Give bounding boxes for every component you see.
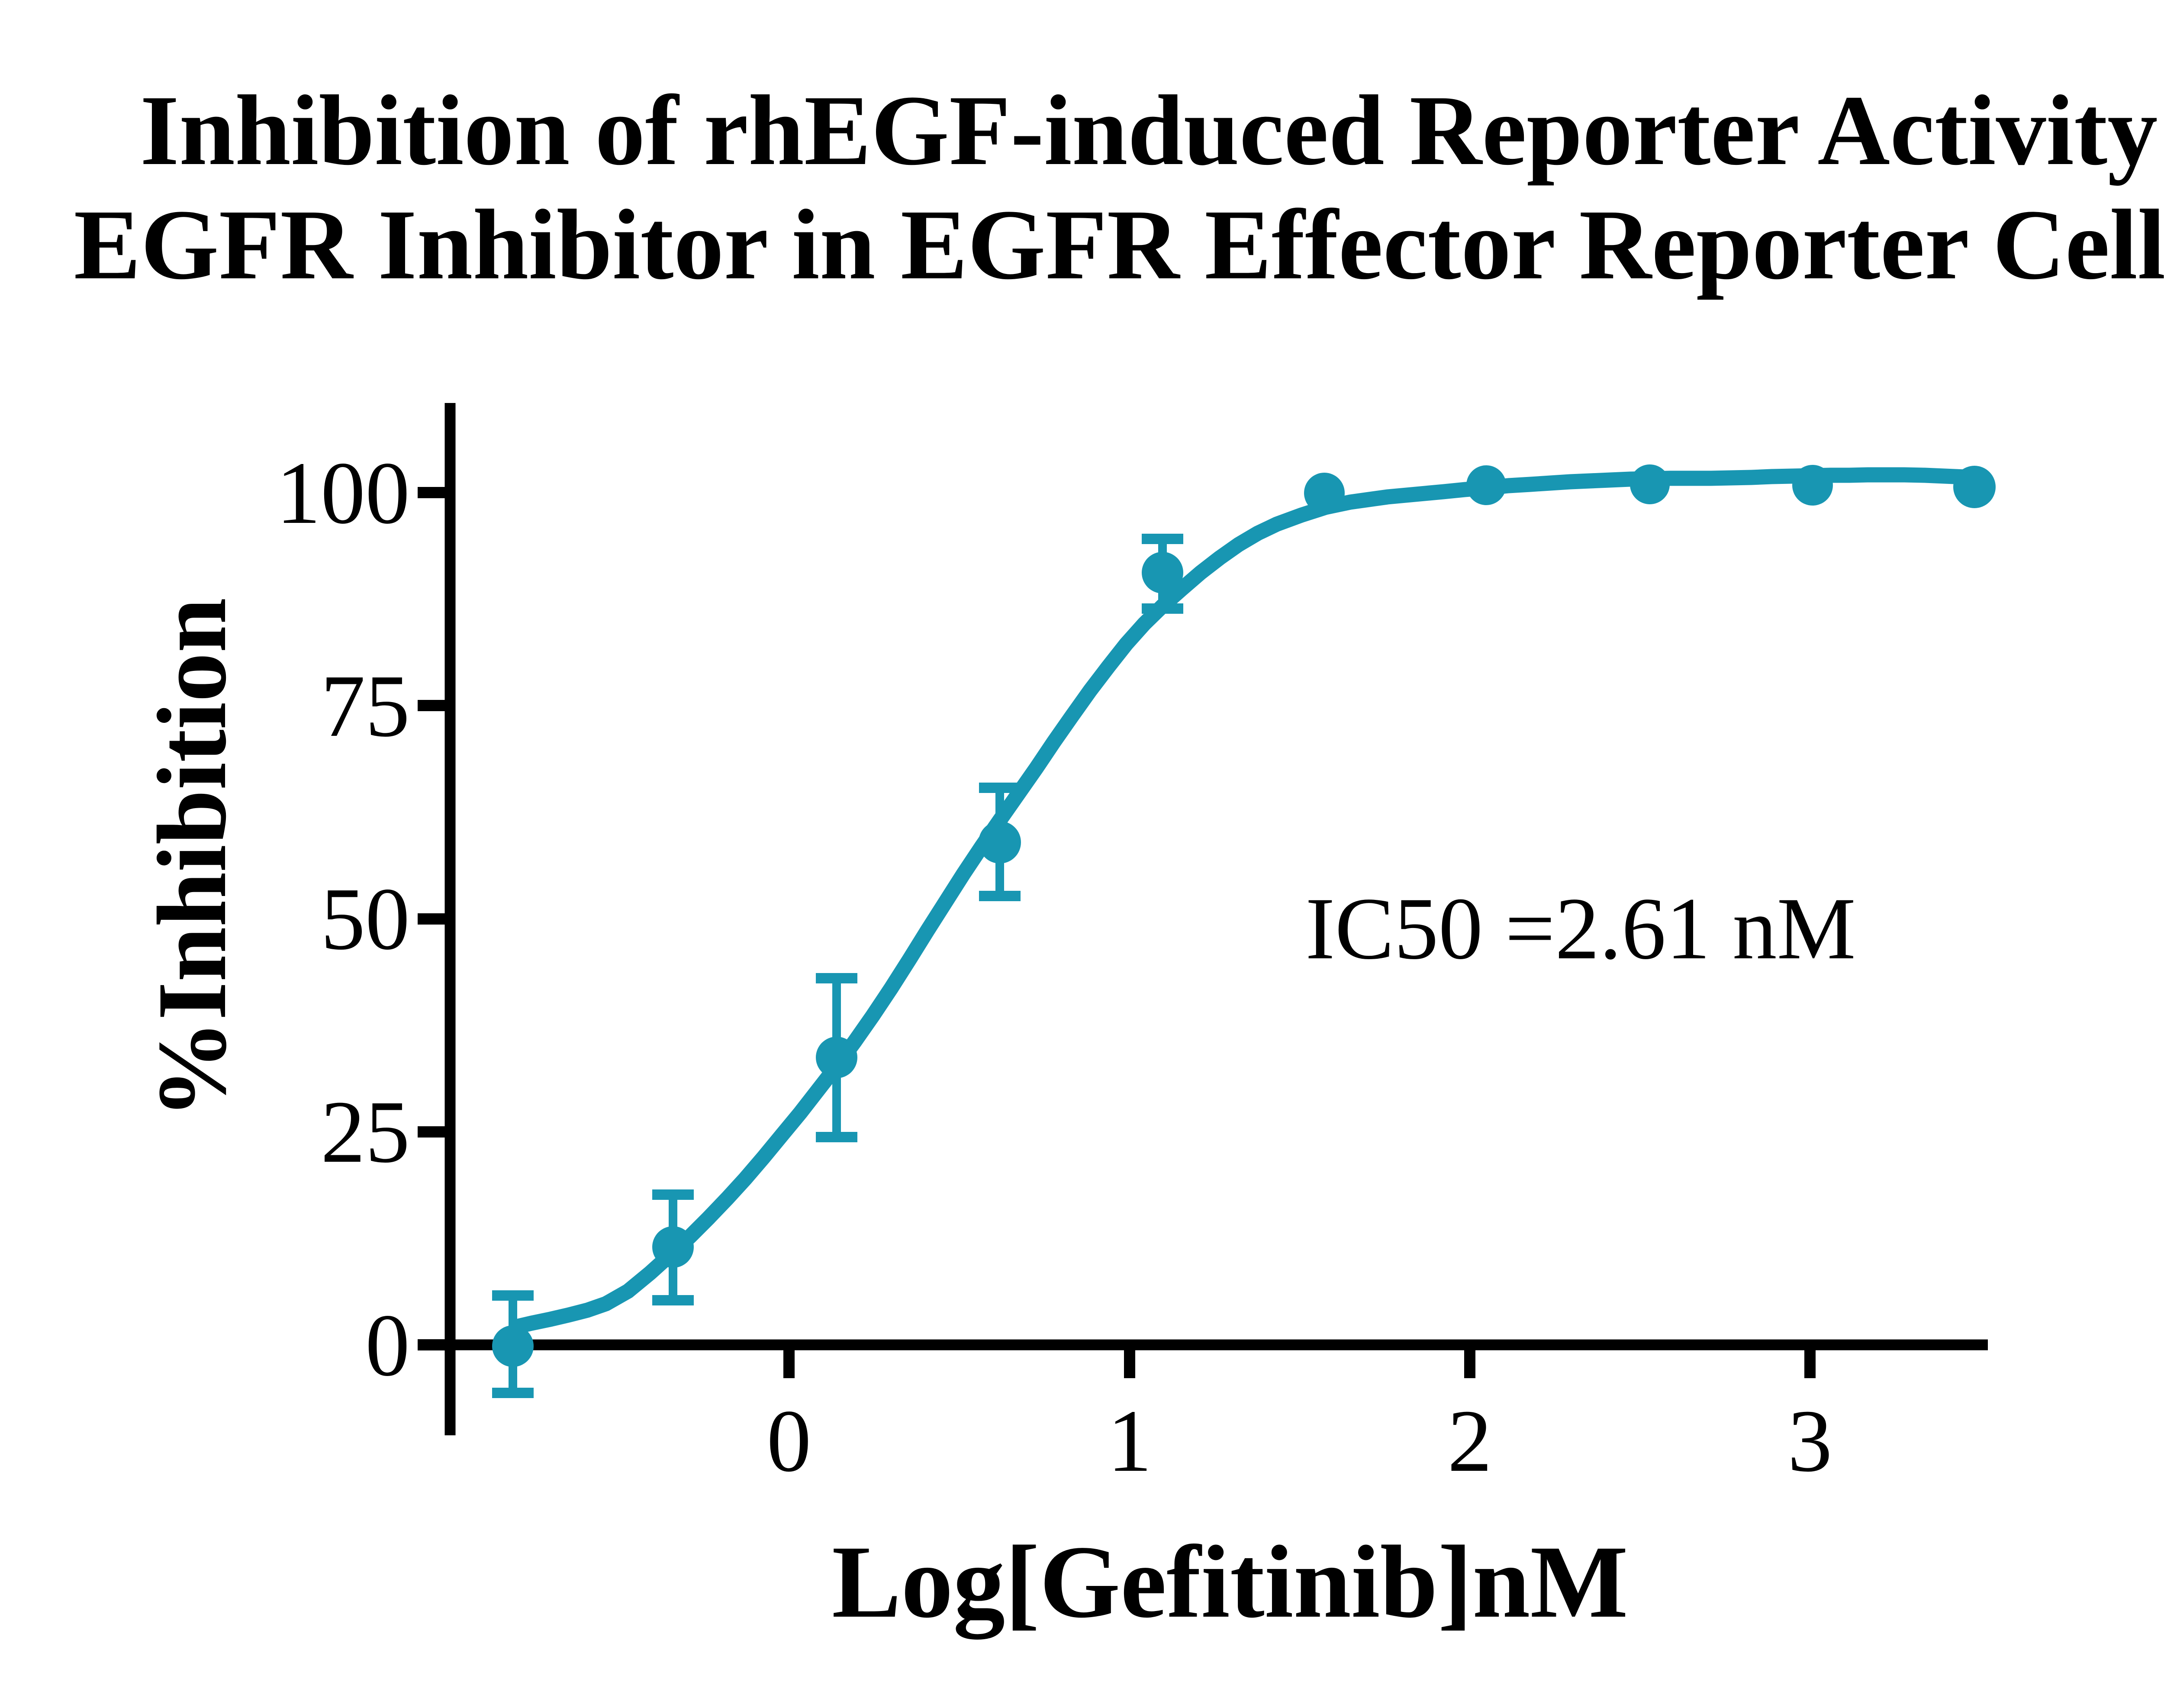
svg-text:25: 25 — [321, 1082, 410, 1181]
svg-text:Inhibition of rhEGF-induced Re: Inhibition of rhEGF-induced Reporter Act… — [140, 75, 2164, 186]
svg-text:3: 3 — [1788, 1391, 1832, 1490]
svg-text:75: 75 — [321, 656, 410, 755]
svg-text:2: 2 — [1448, 1391, 1492, 1490]
svg-text:%Inhibition: %Inhibition — [138, 598, 247, 1119]
svg-text:Log[Gefitinib]nM: Log[Gefitinib]nM — [832, 1524, 1628, 1640]
svg-text:50: 50 — [321, 869, 410, 968]
svg-text:EGFR Inhibitor in EGFR Effecto: EGFR Inhibitor in EGFR Effector Reporter… — [74, 189, 2164, 300]
svg-text:0: 0 — [767, 1391, 812, 1490]
svg-text:100: 100 — [276, 443, 410, 542]
svg-text:1: 1 — [1108, 1391, 1152, 1490]
svg-text:IC50 =2.61 nM: IC50 =2.61 nM — [1305, 880, 1856, 978]
svg-text:0: 0 — [365, 1296, 410, 1395]
